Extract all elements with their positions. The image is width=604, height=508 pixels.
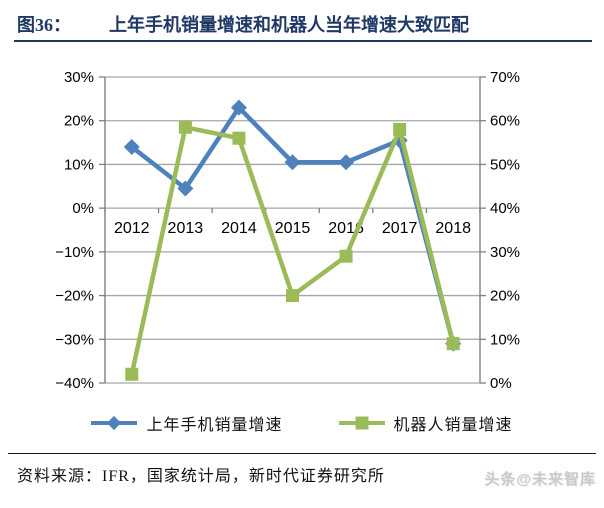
- left-axis-tick-label: −10%: [55, 244, 94, 261]
- square-marker-icon: [355, 416, 368, 430]
- diamond-marker-icon: [123, 138, 140, 155]
- diamond-marker-icon: [338, 154, 355, 171]
- line-chart: 30% 70% 20% 60% 10% 50% 0% 40% −10% 30% −20% 20% −30…: [55, 69, 520, 392]
- title-underline: [14, 40, 592, 42]
- square-marker-icon: [286, 289, 299, 303]
- right-axis-tick-label: 40%: [490, 200, 520, 217]
- diamond-marker-icon: [230, 99, 247, 116]
- square-marker-icon: [393, 122, 407, 136]
- legend-item-robot: 机器人销量增速: [338, 411, 513, 435]
- square-marker-icon: [446, 337, 460, 351]
- square-marker-icon: [339, 249, 353, 263]
- diamond-marker-icon: [284, 154, 301, 171]
- figure-header: 图36： 上年手机销量增速和机器人当年增速大致匹配: [17, 11, 590, 37]
- right-axis-tick-label: 10%: [490, 331, 520, 348]
- diamond-marker-icon: [177, 180, 194, 197]
- right-axis-tick-label: 70%: [490, 69, 520, 86]
- figure-number-label: 图36：: [17, 15, 71, 35]
- category-axis-ticks: [104, 208, 481, 214]
- right-axis-tick-label: 0%: [490, 375, 512, 392]
- right-axis-tick-label: 50%: [490, 156, 520, 173]
- left-axis-tick-label: 10%: [64, 156, 94, 173]
- right-axis-tick-label: 30%: [490, 244, 520, 261]
- chart-area: 30% 70% 20% 60% 10% 50% 0% 40% −10% 30% −20% 20% −30…: [0, 55, 604, 405]
- robot-line-sample: [338, 416, 385, 430]
- chart-legend: 上年手机销量增速 机器人销量增速: [0, 411, 604, 435]
- legend-item-phone: 上年手机销量增速: [91, 411, 282, 435]
- right-axis-tick-label: 20%: [490, 288, 520, 305]
- figure-title: 上年手机销量增速和机器人当年增速大致匹配: [109, 15, 469, 35]
- watermark-text: 头条@未来智库: [484, 471, 596, 488]
- series-markers-1: [125, 120, 460, 381]
- year-label: 2017: [382, 220, 418, 237]
- year-label: 2015: [275, 220, 311, 237]
- legend-label-robot: 机器人销量增速: [393, 417, 513, 434]
- x-axis-year-labels: 2012 2013 2014 2015 2016 2017 2018: [114, 220, 471, 237]
- left-axis-tick-label: −30%: [55, 331, 94, 348]
- year-label: 2012: [114, 220, 150, 237]
- footer-divider: [8, 453, 596, 454]
- data-source-note: 资料来源：IFR，国家统计局，新时代证券研究所: [17, 468, 385, 485]
- year-label: 2018: [435, 220, 471, 237]
- diamond-marker-icon: [107, 415, 122, 431]
- phone-line-sample: [91, 415, 138, 431]
- axis-tick-labels: 30% 70% 20% 60% 10% 50% 0% 40% −10% 30% −20% 20% −30…: [55, 69, 520, 392]
- left-axis-tick-label: 30%: [64, 69, 94, 86]
- left-axis-tick-label: 0%: [72, 200, 94, 217]
- legend-label-phone: 上年手机销量增速: [146, 417, 283, 434]
- year-label: 2013: [168, 220, 204, 237]
- square-marker-icon: [232, 131, 246, 145]
- right-axis-tick-label: 60%: [490, 113, 520, 130]
- square-marker-icon: [178, 120, 192, 134]
- square-marker-icon: [125, 367, 139, 381]
- left-axis-tick-label: −20%: [55, 288, 94, 305]
- left-axis-tick-label: −40%: [55, 375, 94, 392]
- left-axis-tick-label: 20%: [64, 113, 94, 130]
- year-label: 2014: [221, 220, 257, 237]
